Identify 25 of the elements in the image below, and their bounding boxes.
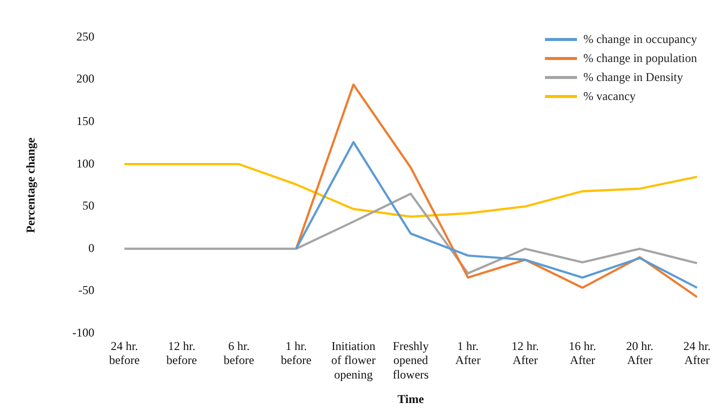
x-tick-label: 24 hr. After	[683, 338, 711, 368]
legend-label: % change in occupancy	[583, 32, 697, 47]
x-tick-label: 6 hr. before	[224, 338, 254, 368]
x-axis-title: Time	[397, 392, 425, 406]
x-tick-label: Freshly opened flowers	[392, 338, 430, 382]
y-tick-label: 200	[76, 72, 94, 86]
x-tick-label: 1 hr. After	[455, 338, 481, 368]
y-tick-label: -100	[72, 326, 94, 340]
y-tick-label: 100	[76, 156, 94, 170]
x-tick-label: 1 hr. before	[280, 338, 312, 368]
x-tick-label: 12 hr. before	[166, 338, 197, 368]
y-tick-label: 50	[82, 198, 94, 213]
x-tick-label: 24 hr. before	[109, 338, 140, 368]
x-tick-label: 20 hr. After	[626, 338, 654, 368]
legend-label: % vacancy	[583, 89, 636, 104]
y-tick-label: 0	[88, 240, 94, 255]
x-tick-label: 12 hr. After	[512, 338, 539, 368]
legend-label: % change in Density	[583, 70, 683, 85]
x-tick-label: Initiation of flower opening	[331, 338, 376, 382]
y-tick-label: 150	[76, 114, 94, 128]
y-tick-label: -50	[78, 283, 94, 298]
y-tick-label: 250	[76, 29, 94, 44]
y-axis-title: Percentage change	[23, 136, 38, 234]
legend-label: % change in population	[583, 51, 697, 66]
x-tick-label: 16 hr. After	[568, 338, 596, 368]
